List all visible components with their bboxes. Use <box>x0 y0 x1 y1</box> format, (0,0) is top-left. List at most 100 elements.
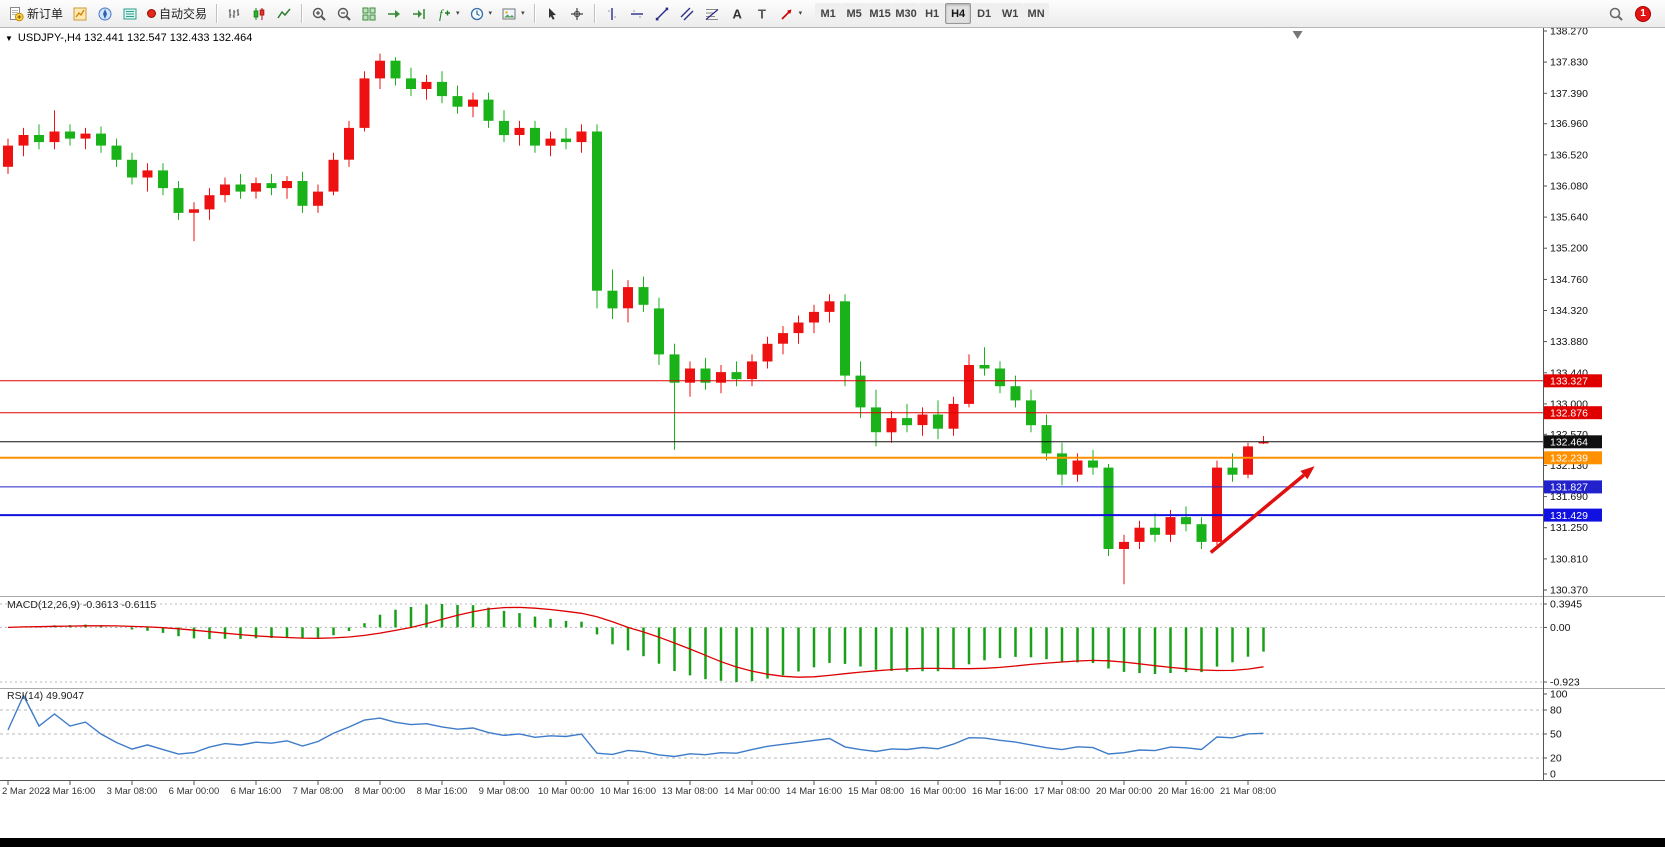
candle-body <box>173 188 184 213</box>
candlestick-icon <box>253 7 265 20</box>
text-label-icon: T <box>758 6 766 21</box>
level-price-badge <box>1544 406 1602 420</box>
price-tick-label: 131.690 <box>1550 491 1588 503</box>
timeframe-m30[interactable]: M30 <box>893 3 920 24</box>
candle-body <box>995 368 1005 387</box>
toolbar-separator <box>301 4 303 23</box>
horizontal-line-button[interactable] <box>625 2 649 25</box>
new-order-button[interactable]: 新订单 <box>4 2 67 25</box>
channel-button[interactable] <box>675 2 699 25</box>
navigator-button[interactable] <box>93 2 117 25</box>
templates-button[interactable]: ▾ <box>497 2 529 25</box>
timeframe-w1[interactable]: W1 <box>997 3 1024 24</box>
candle-body <box>762 343 773 362</box>
candle-body <box>65 131 75 139</box>
timeframe-mn[interactable]: MN <box>1023 3 1050 24</box>
notification-badge[interactable]: 1 <box>1635 5 1651 22</box>
auto-scroll-button[interactable] <box>382 2 406 25</box>
trend-arrow[interactable] <box>1209 473 1306 554</box>
time-label: 2 Mar 16:00 <box>45 786 96 797</box>
dropdown-caret: ▾ <box>456 10 460 17</box>
zoom-out-button[interactable] <box>332 2 356 25</box>
candlestick-button[interactable] <box>247 2 271 25</box>
candle-body <box>468 99 478 107</box>
candle-body <box>499 120 509 136</box>
candle-body <box>1119 541 1129 549</box>
terminal-button[interactable] <box>118 2 142 25</box>
candle-body <box>530 127 540 146</box>
text-button[interactable]: A <box>725 2 749 25</box>
time-label: 20 Mar 00:00 <box>1096 786 1152 797</box>
price-tick-label: 135.200 <box>1550 243 1588 255</box>
trend-arrow-head <box>1300 466 1315 480</box>
periods-button[interactable]: ▾ <box>465 2 497 25</box>
price-tick-label: 135.640 <box>1550 212 1588 224</box>
horizontal-line-icon <box>630 9 643 18</box>
timeframe-m5[interactable]: M5 <box>841 3 868 24</box>
candle-body <box>1088 460 1098 468</box>
price-tick-label: 130.370 <box>1550 585 1588 597</box>
candle-body <box>902 418 912 426</box>
cursor-button[interactable] <box>540 2 564 25</box>
tile-windows-button[interactable] <box>357 2 381 25</box>
timeframe-d1[interactable]: D1 <box>971 3 998 24</box>
candle-body <box>1041 425 1052 454</box>
time-label: 21 Mar 08:00 <box>1220 786 1276 797</box>
svg-text:T: T <box>758 6 766 21</box>
rsi-scale-label: 80 <box>1550 705 1562 717</box>
candle-body <box>421 81 432 89</box>
terminal-icon <box>123 8 137 19</box>
chart-area[interactable]: 138.270 137.830 137.390 136.960 136.520 136.0… <box>0 28 1665 838</box>
level-price-badge <box>1544 374 1602 388</box>
candlestick-chart[interactable]: 138.270 137.830 137.390 136.960 136.520 136.0… <box>0 28 1665 838</box>
candle-body <box>1165 517 1176 535</box>
dropdown-caret: ▾ <box>488 10 493 17</box>
candle-body <box>282 181 292 189</box>
cursor-icon <box>548 7 556 20</box>
time-label: 17 Mar 08:00 <box>1034 786 1090 797</box>
indicators-icon: f <box>439 6 451 21</box>
zoom-in-button[interactable] <box>307 2 331 25</box>
svg-text:132.239: 132.239 <box>1550 453 1588 465</box>
chart-shift-marker[interactable] <box>1292 31 1303 39</box>
timeframe-group: M1 M5 M15 M30 H1 H4 D1 W1 MN <box>815 3 1050 24</box>
candle-body <box>1134 527 1145 542</box>
candle-body <box>933 414 943 429</box>
candle-body <box>824 301 835 312</box>
candle-body <box>607 290 618 309</box>
timeframe-m15[interactable]: M15 <box>867 3 894 24</box>
line-chart-button[interactable] <box>272 2 296 25</box>
timeframe-h1[interactable]: H1 <box>919 3 946 24</box>
candle-body <box>1196 524 1207 542</box>
market-watch-button[interactable] <box>68 2 92 25</box>
timeframe-h4[interactable]: H4 <box>945 3 972 24</box>
candle-body <box>1243 446 1253 475</box>
candle-body <box>452 96 463 107</box>
svg-text:f: f <box>439 6 445 21</box>
rsi-scale-label: 0 <box>1550 769 1556 781</box>
chart-shift-button[interactable] <box>407 2 431 25</box>
toolbar-separator <box>533 4 535 23</box>
bar-chart-button[interactable] <box>222 2 246 25</box>
new-order-icon <box>10 6 24 21</box>
price-tick-label: 138.270 <box>1550 28 1588 38</box>
text-label-button[interactable]: T <box>750 2 774 25</box>
timeframe-m1[interactable]: M1 <box>815 3 842 24</box>
indicators-button[interactable]: f ▾ <box>432 2 464 25</box>
time-label: 16 Mar 16:00 <box>972 786 1028 797</box>
arrows-button[interactable]: ▾ <box>775 2 807 25</box>
autotrading-button[interactable]: 自动交易 <box>143 2 211 25</box>
fibonacci-button[interactable] <box>700 2 724 25</box>
vertical-line-button[interactable] <box>600 2 624 25</box>
candle-body <box>1181 517 1191 525</box>
macd-scale-label: -0.923 <box>1550 677 1580 689</box>
candle-body <box>297 181 308 206</box>
candle-body <box>576 131 587 143</box>
search-button[interactable] <box>1604 2 1628 25</box>
price-tick-label: 134.320 <box>1550 305 1588 317</box>
trendline-button[interactable] <box>650 2 674 25</box>
crosshair-button[interactable] <box>565 2 589 25</box>
search-icon <box>1609 7 1623 21</box>
one-click-trading-toggle[interactable]: ▼ <box>5 34 13 43</box>
